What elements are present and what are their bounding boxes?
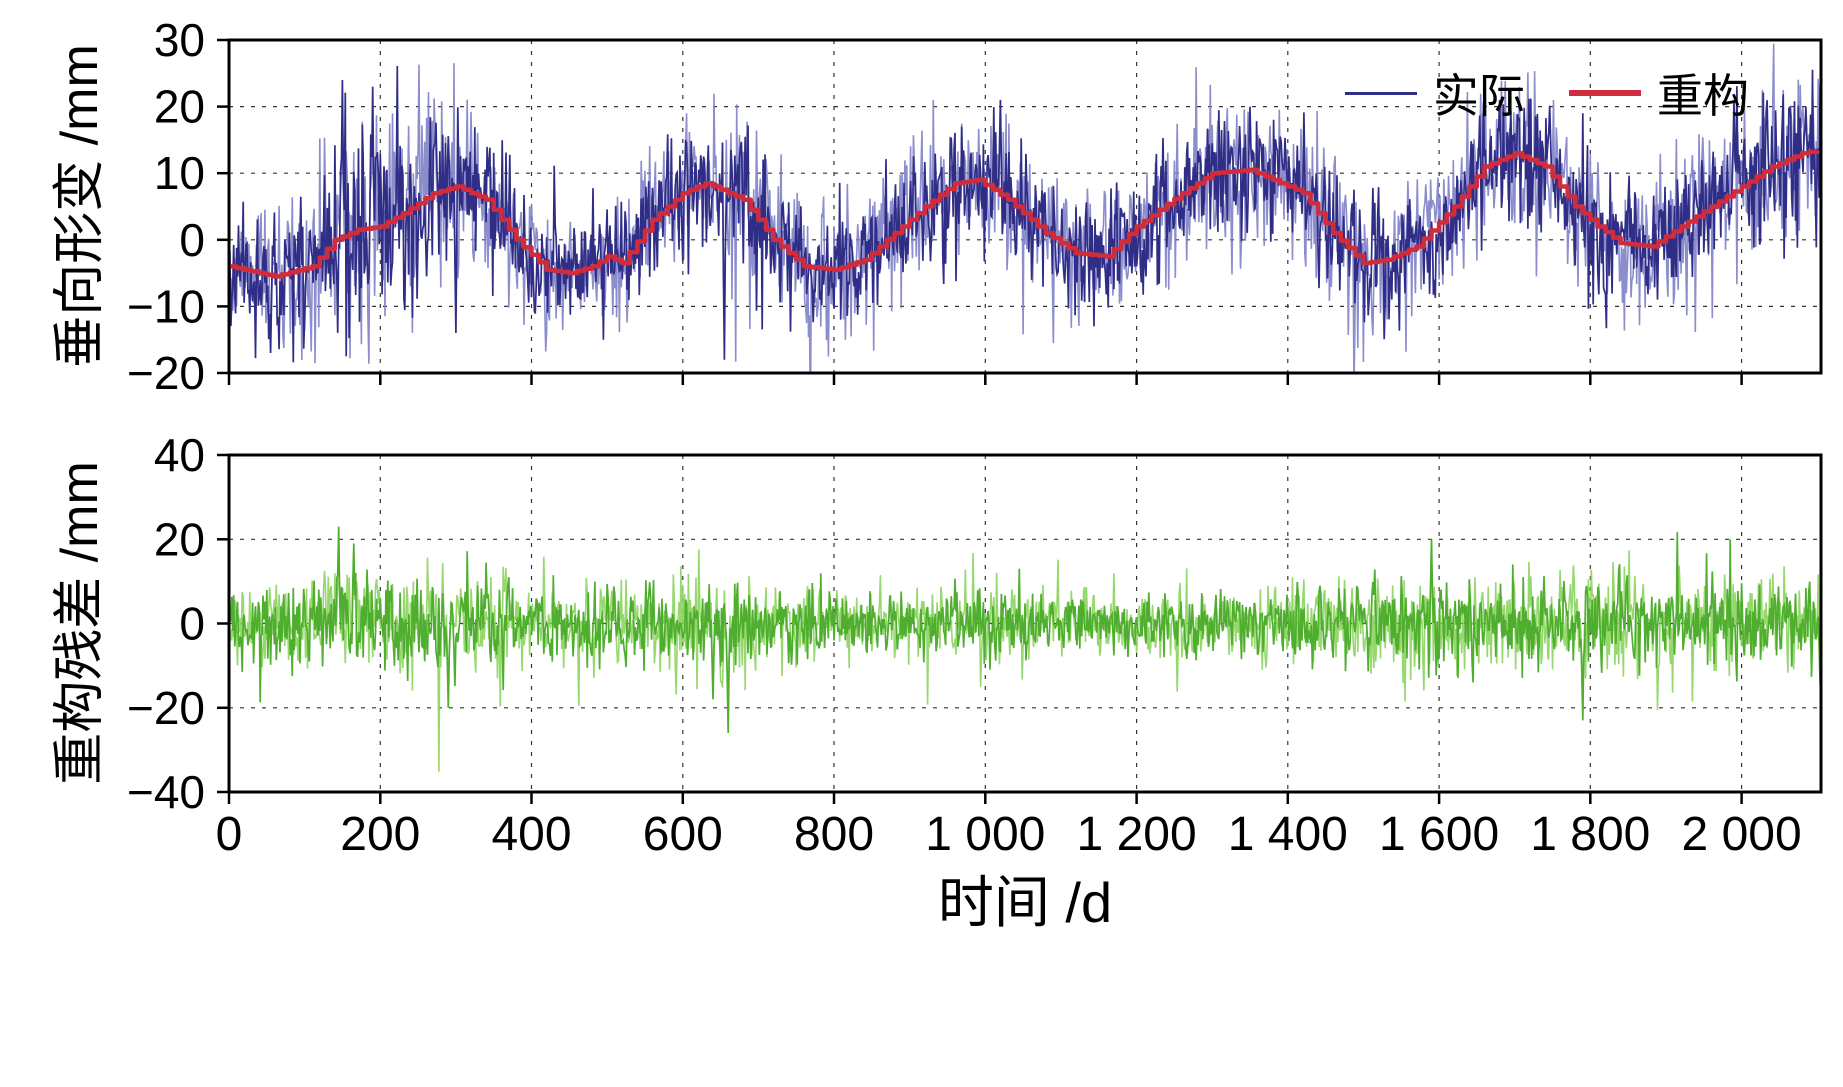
x-axis-title: 时间 /d bbox=[937, 871, 1113, 934]
top-y-axis-label: 垂向形变 /mm bbox=[51, 44, 109, 368]
top-panel: 30 20 10 0 −10 −20 bbox=[127, 14, 1823, 399]
legend-item-reconstructed: 重构 bbox=[1569, 60, 1749, 126]
xtick-label: 0 bbox=[216, 808, 243, 861]
bottom-ytick-label: 20 bbox=[154, 513, 205, 565]
actual-series-line-icon bbox=[1345, 91, 1417, 95]
重构-line bbox=[229, 149, 1820, 279]
top-series-layer bbox=[229, 43, 1821, 373]
xtick-label: 1 800 bbox=[1530, 808, 1650, 861]
bottom-ytick-label: 0 bbox=[179, 598, 205, 650]
top-tick-labels: 30 20 10 0 −10 −20 bbox=[127, 14, 205, 399]
xtick-label: 600 bbox=[643, 808, 723, 861]
legend-label-actual: 实际 bbox=[1433, 70, 1525, 122]
xtick-label: 1 600 bbox=[1379, 808, 1499, 861]
xtick-label: 2 000 bbox=[1682, 808, 1802, 861]
legend: 实际 重构 bbox=[1345, 60, 1749, 126]
bottom-ytick-label: 40 bbox=[154, 429, 205, 481]
bottom-ytick-label: −20 bbox=[127, 682, 205, 734]
top-plot-border bbox=[227, 38, 1823, 375]
top-tick-marks bbox=[217, 38, 1743, 385]
legend-item-actual: 实际 bbox=[1345, 60, 1525, 126]
top-ytick-label: −10 bbox=[127, 280, 205, 332]
xtick-label: 200 bbox=[340, 808, 420, 861]
top-ytick-label: 20 bbox=[154, 81, 205, 133]
实际-line bbox=[229, 65, 1821, 363]
legend-label-reconstructed: 重构 bbox=[1657, 70, 1749, 122]
top-ytick-label: 30 bbox=[154, 14, 205, 66]
bottom-tick-marks bbox=[217, 453, 1743, 804]
reconstructed-series-line-icon bbox=[1569, 90, 1641, 96]
重构残差-line bbox=[229, 526, 1821, 734]
xtick-label: 400 bbox=[491, 808, 571, 861]
bottom-y-axis-label: 重构残差 /mm bbox=[51, 461, 109, 785]
xtick-label: 1 200 bbox=[1077, 808, 1197, 861]
bottom-series-layer bbox=[229, 526, 1821, 772]
top-ytick-label: 0 bbox=[179, 214, 205, 266]
top-ytick-label: −20 bbox=[127, 347, 205, 399]
top-ytick-label: 10 bbox=[154, 147, 205, 199]
xtick-label: 1 400 bbox=[1228, 808, 1348, 861]
xtick-label: 1 000 bbox=[925, 808, 1045, 861]
bottom-ytick-label: −40 bbox=[127, 766, 205, 818]
xtick-label: 800 bbox=[794, 808, 874, 861]
